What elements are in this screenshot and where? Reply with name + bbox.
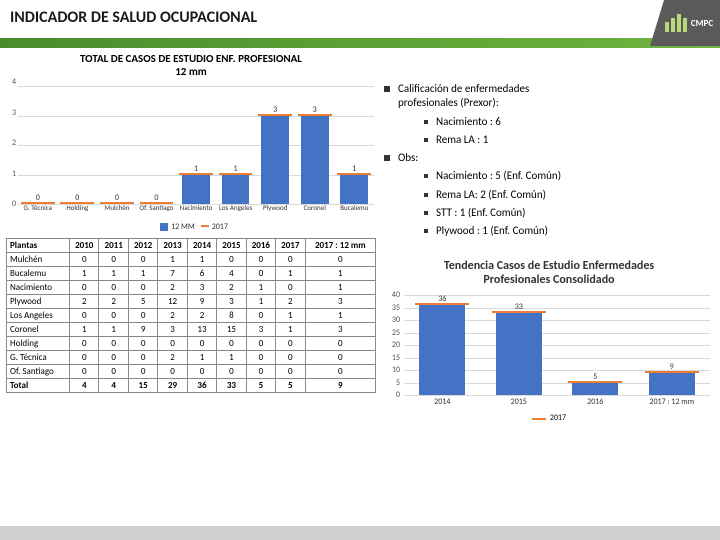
bullet-obs: Obs: bbox=[384, 151, 714, 165]
b1-sub2: Rema LA : 1 bbox=[436, 133, 714, 147]
page-title: INDICADOR DE SALUD OCUPACIONAL bbox=[0, 0, 720, 27]
chart2-title: Tendencia Casos de Estudio EnfermedadesP… bbox=[384, 259, 714, 288]
b1-line2: profesionales (Prexor): bbox=[398, 96, 499, 109]
b1-sub1: Nacimiento : 6 bbox=[436, 115, 714, 129]
table-row: Plywood2251293123 bbox=[7, 295, 376, 309]
table-header: 2010 bbox=[70, 239, 99, 253]
table-header: 2017 bbox=[276, 239, 305, 253]
chart1-container: 01234 000011331 G. TécnicaHoldingMulchén… bbox=[6, 82, 376, 232]
b2-sub2: Rema LA: 2 (Enf. Común) bbox=[436, 188, 714, 202]
table-header: 2014 bbox=[187, 239, 216, 253]
table-header: 2013 bbox=[158, 239, 187, 253]
table-header: 2017 : 12 mm bbox=[305, 239, 375, 253]
bullet-calificacion: Calificación de enfermedades profesional… bbox=[384, 82, 714, 111]
table-row: Holding000000000 bbox=[7, 337, 376, 351]
chart1-subtitle: 12 mm bbox=[6, 65, 376, 78]
table-row: Nacimiento000232101 bbox=[7, 281, 376, 295]
logo-text: CMPC bbox=[691, 18, 713, 29]
b2-label: Obs: bbox=[398, 151, 714, 165]
data-table: Plantas201020112012201320142015201620172… bbox=[6, 238, 376, 393]
table-header: 2016 bbox=[246, 239, 275, 253]
b2-sub3: STT : 1 (Enf. Común) bbox=[436, 206, 714, 220]
table-row: Mulchén000110000 bbox=[7, 253, 376, 267]
table-row: Bucalemu111764011 bbox=[7, 267, 376, 281]
table-header: 2015 bbox=[217, 239, 246, 253]
table-header: 2012 bbox=[128, 239, 157, 253]
table-header: 2011 bbox=[99, 239, 128, 253]
table-row: Coronel11931315313 bbox=[7, 323, 376, 337]
chart2-container: 0510152025303540 363359 2014201520162017… bbox=[384, 293, 714, 423]
table-row: Total4415293633559 bbox=[7, 379, 376, 393]
b2-sub1: Nacimiento : 5 (Enf. Común) bbox=[436, 169, 714, 183]
table-row: Of. Santiago000000000 bbox=[7, 365, 376, 379]
header-accent-bar bbox=[0, 38, 720, 48]
b1-line1: Calificación de enfermedades bbox=[398, 82, 529, 95]
table-row: Los Angeles000228011 bbox=[7, 309, 376, 323]
b2-sub4: Plywood : 1 (Enf. Común) bbox=[436, 224, 714, 238]
footer-bar bbox=[0, 526, 720, 540]
table-header: Plantas bbox=[7, 239, 70, 253]
table-row: G. Técnica000211000 bbox=[7, 351, 376, 365]
chart1-title: TOTAL DE CASOS DE ESTUDIO ENF. PROFESION… bbox=[6, 52, 376, 65]
